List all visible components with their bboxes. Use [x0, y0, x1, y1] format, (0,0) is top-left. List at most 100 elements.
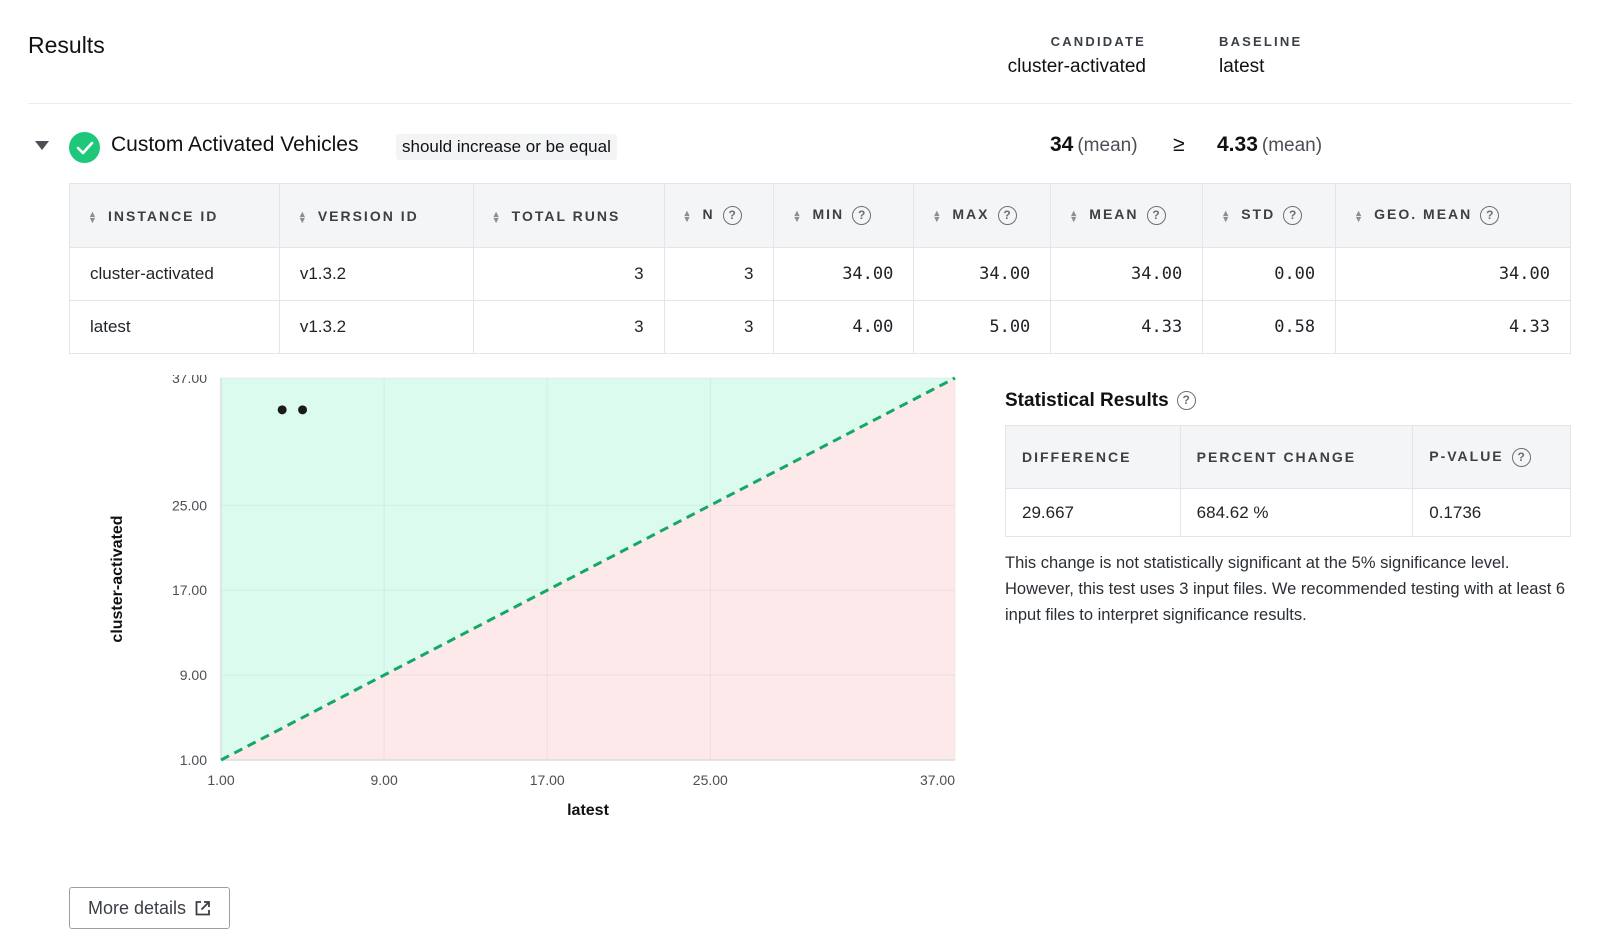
x-tick-label: 37.00 [920, 772, 955, 788]
cell-instance-id: cluster-activated [69, 247, 280, 301]
baseline-mean: 4.33 (mean) [1217, 133, 1322, 157]
baseline-info: BASELINE latest [1219, 34, 1302, 78]
cell-mean: 4.33 [1050, 300, 1204, 354]
cell-geo-mean: 34.00 [1335, 247, 1571, 301]
metric-name: Custom Activated Vehicles [111, 133, 359, 156]
stats-percent-change: 684.62 % [1179, 488, 1414, 537]
column-header-label: TOTAL RUNS [511, 207, 621, 224]
help-icon[interactable]: ? [1511, 447, 1531, 467]
candidate-mean: 34 (mean) [1050, 133, 1138, 157]
stats-p-value: 0.1736 [1412, 488, 1571, 537]
stats-header-difference: DIFFERENCE [1005, 425, 1181, 489]
column-header-total-runs[interactable]: ▲ ▼ TOTAL RUNS [472, 183, 665, 248]
sort-icon: ▲ ▼ [932, 207, 944, 224]
scatter-chart: 1.00 9.00 17.00 25.00 37.00 1.00 9.00 17.00 25.0… [100, 370, 980, 845]
stats-title-text: Statistical Results [1005, 390, 1169, 411]
column-header-label: STD [1241, 206, 1276, 223]
cell-std: 0.58 [1202, 300, 1337, 354]
sort-icon: ▲ ▼ [1354, 207, 1366, 224]
y-axis-title: cluster-activated [109, 515, 126, 642]
cell-max: 34.00 [913, 247, 1052, 301]
baseline-mean-value: 4.33 [1217, 133, 1258, 156]
column-header-max[interactable]: ▲ ▼ MAX? [913, 183, 1052, 248]
comparison-operator: ≥ [1173, 133, 1185, 156]
baseline-mean-unit: (mean) [1261, 135, 1323, 156]
cell-n: 3 [663, 300, 775, 354]
column-header-min[interactable]: ▲ ▼ MIN? [773, 183, 915, 248]
help-icon[interactable]: ? [997, 206, 1017, 225]
help-icon[interactable]: ? [1480, 206, 1500, 225]
x-axis-title: latest [567, 802, 609, 819]
y-tick-label: 37.00 [172, 375, 207, 386]
cell-std: 0.00 [1202, 247, 1337, 301]
column-header-label: N [702, 206, 715, 223]
column-header-label: MEAN [1089, 206, 1139, 223]
candidate-mean-value: 34 [1050, 133, 1074, 156]
column-header-label: MIN [812, 206, 845, 223]
stats-table: DIFFERENCE PERCENT CHANGE P-VALUE? 29.66… [1005, 425, 1571, 537]
data-point [277, 405, 287, 415]
x-tick-label: 9.00 [370, 772, 397, 788]
sort-icon: ▲ ▼ [682, 207, 694, 224]
table-row: latest v1.3.2 3 3 4.00 5.00 4.33 0.58 4.… [69, 300, 1571, 354]
help-icon[interactable]: ? [1146, 206, 1166, 225]
help-icon[interactable]: ? [1283, 206, 1303, 225]
candidate-info: CANDIDATE cluster-activated [1008, 34, 1146, 78]
sort-icon: ▲ ▼ [792, 207, 804, 224]
x-tick-label: 17.00 [530, 772, 565, 788]
collapse-caret-icon[interactable] [35, 141, 49, 150]
column-header-label: MAX [952, 206, 990, 223]
stats-header-p-value: P-VALUE? [1412, 425, 1571, 489]
column-header-instance-id[interactable]: ▲ ▼ INSTANCE ID [69, 183, 280, 248]
sort-icon: ▲ ▼ [1221, 207, 1233, 224]
sort-icon: ▲ ▼ [297, 208, 309, 225]
help-icon[interactable]: ? [722, 206, 742, 225]
help-icon[interactable]: ? [852, 206, 872, 225]
x-tick-label: 1.00 [207, 772, 234, 788]
x-tick-label: 25.00 [693, 772, 728, 788]
more-details-label: More details [87, 897, 187, 918]
column-header-geo-mean[interactable]: ▲ ▼ GEO. MEAN? [1335, 183, 1571, 248]
more-details-button[interactable]: More details [69, 887, 230, 929]
column-header-n[interactable]: ▲ ▼ N? [663, 183, 775, 248]
table-row: cluster-activated v1.3.2 3 3 34.00 34.00… [69, 247, 1571, 301]
y-tick-label: 9.00 [180, 667, 207, 683]
column-header-label: INSTANCE ID [108, 207, 219, 224]
cell-n: 3 [663, 247, 775, 301]
stats-row: 29.667 684.62 % 0.1736 [1005, 488, 1571, 537]
cell-max: 5.00 [913, 300, 1052, 354]
column-header-label: VERSION ID [317, 207, 419, 224]
cell-instance-id: latest [69, 300, 280, 354]
header-divider [28, 103, 1572, 104]
y-tick-label: 25.00 [172, 497, 207, 513]
stats-difference: 29.667 [1005, 488, 1181, 537]
cell-geo-mean: 4.33 [1335, 300, 1571, 354]
data-point [298, 405, 308, 415]
reference-line [220, 376, 956, 762]
column-header-mean[interactable]: ▲ ▼ MEAN? [1050, 183, 1204, 248]
column-header-label: GEO. MEAN [1374, 206, 1473, 223]
y-tick-label: 1.00 [180, 752, 207, 768]
cell-min: 34.00 [773, 247, 915, 301]
stats-header-percent-change: PERCENT CHANGE [1179, 425, 1414, 489]
y-tick-label: 17.00 [172, 582, 207, 598]
significance-note: This change is not statistically signifi… [1005, 554, 1566, 624]
column-header-version-id[interactable]: ▲ ▼ VERSION ID [278, 183, 474, 248]
cell-version-id: v1.3.2 [278, 300, 474, 354]
sort-icon: ▲ ▼ [88, 208, 99, 225]
help-icon[interactable]: ? [1176, 391, 1196, 411]
sort-icon: ▲ ▼ [491, 208, 503, 225]
sort-icon: ▲ ▼ [1069, 207, 1081, 224]
stats-title: Statistical Results? [1005, 390, 1196, 412]
baseline-label: BASELINE [1219, 34, 1303, 49]
stats-header-label: P-VALUE [1429, 447, 1504, 464]
check-circle-icon [69, 132, 100, 163]
stats-header-row: DIFFERENCE PERCENT CHANGE P-VALUE? [1005, 425, 1571, 489]
cell-total-runs: 3 [472, 247, 665, 301]
column-header-std[interactable]: ▲ ▼ STD? [1202, 183, 1337, 248]
table-header-row: ▲ ▼ INSTANCE ID ▲ ▼ VERSION ID ▲ ▼ TOTAL RUNS … [69, 183, 1571, 248]
cell-mean: 34.00 [1050, 247, 1204, 301]
baseline-value: latest [1219, 56, 1265, 77]
cell-total-runs: 3 [472, 300, 665, 354]
cell-version-id: v1.3.2 [278, 247, 474, 301]
